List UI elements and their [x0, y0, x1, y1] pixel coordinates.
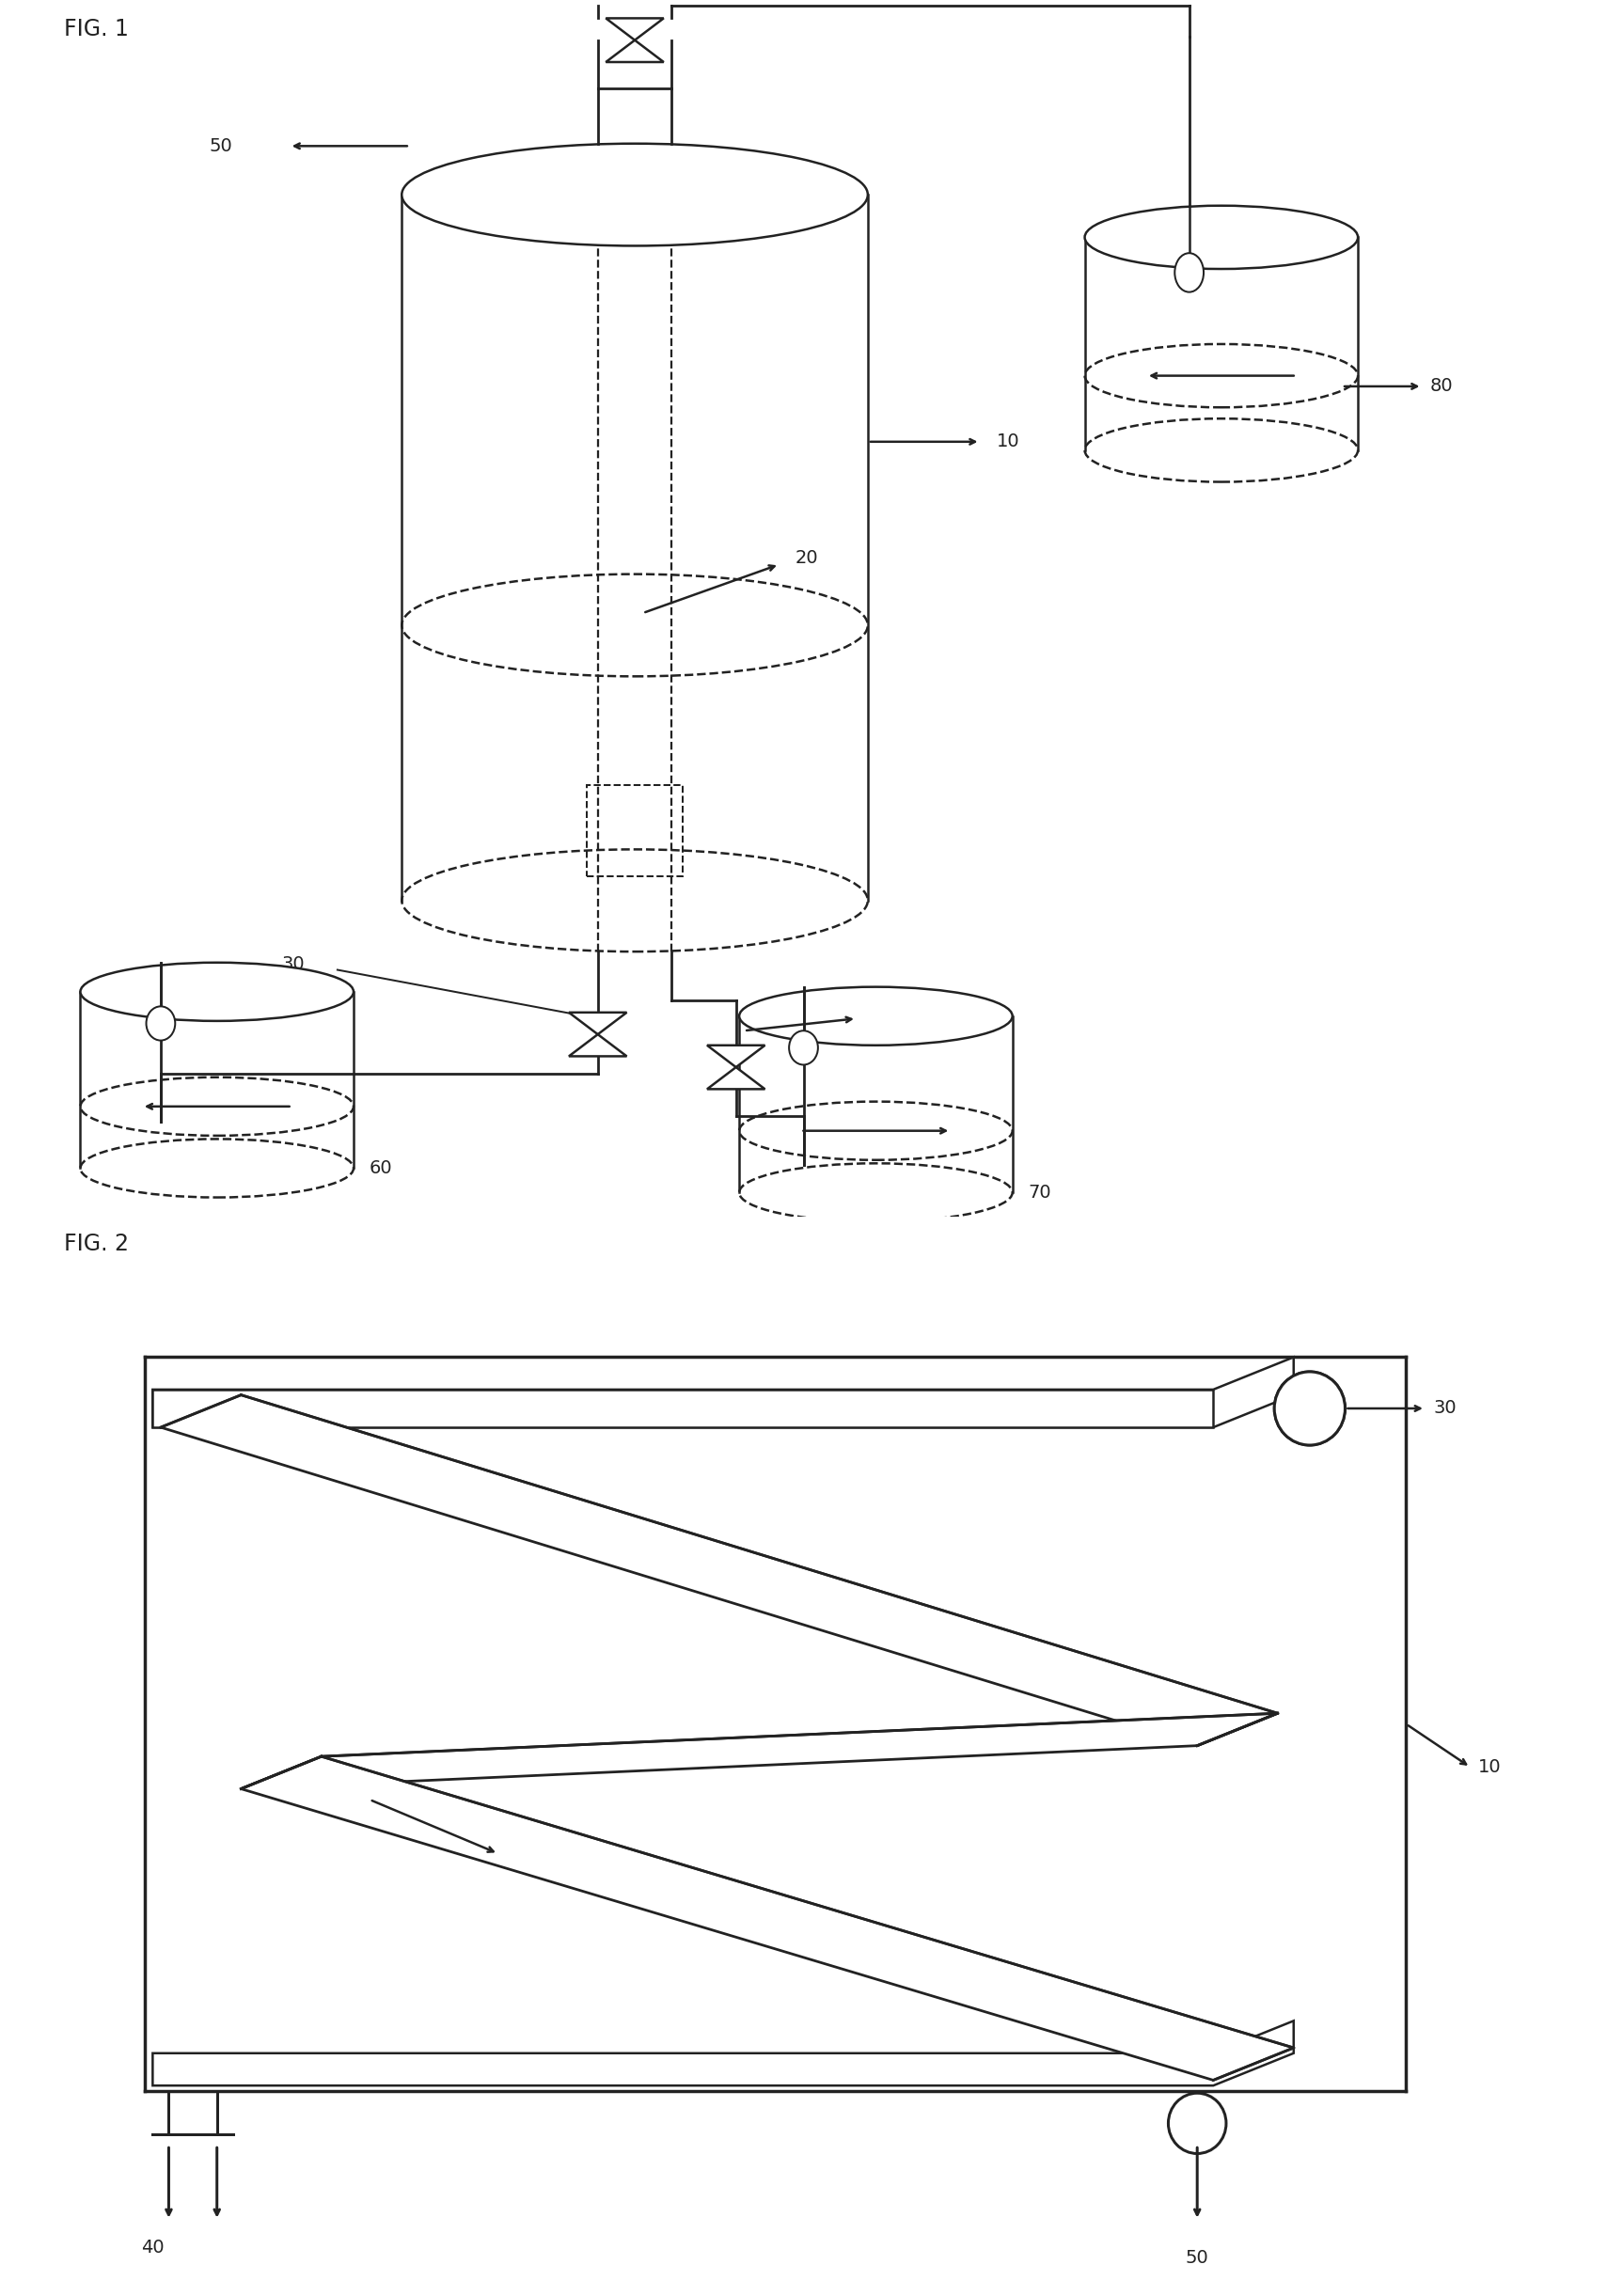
Polygon shape [707, 1068, 765, 1088]
Ellipse shape [146, 1006, 175, 1040]
Text: 20: 20 [514, 1851, 537, 1869]
Bar [587, 785, 683, 877]
Polygon shape [153, 1357, 1294, 1428]
Polygon shape [241, 1756, 1294, 2080]
Text: 30: 30 [281, 955, 304, 974]
Text: 10: 10 [1478, 1759, 1501, 1777]
Text: 80: 80 [1430, 377, 1453, 395]
Text: 40: 40 [865, 1003, 887, 1022]
Polygon shape [606, 39, 664, 62]
Text: 70: 70 [1028, 1185, 1051, 1201]
Text: 20: 20 [795, 549, 818, 567]
Polygon shape [569, 1033, 627, 1056]
Ellipse shape [80, 962, 354, 1022]
Ellipse shape [789, 1031, 818, 1065]
Ellipse shape [739, 987, 1012, 1045]
Ellipse shape [1274, 1371, 1345, 1444]
Text: 50: 50 [1186, 2250, 1208, 2266]
Text: 40: 40 [141, 2239, 164, 2257]
Text: 60: 60 [370, 1159, 392, 1178]
Polygon shape [241, 1713, 1278, 1789]
Polygon shape [153, 1389, 1213, 1428]
Ellipse shape [1175, 253, 1204, 292]
Text: 30: 30 [1433, 1401, 1456, 1417]
Text: FIG. 2: FIG. 2 [64, 1233, 129, 1256]
Text: FIG. 1: FIG. 1 [64, 18, 129, 41]
Ellipse shape [1168, 2094, 1226, 2154]
Ellipse shape [402, 145, 868, 246]
Text: 10: 10 [996, 432, 1019, 450]
Polygon shape [161, 1396, 1278, 1745]
Ellipse shape [1274, 1371, 1345, 1444]
Polygon shape [606, 18, 664, 39]
Polygon shape [569, 1013, 627, 1033]
Ellipse shape [1085, 207, 1358, 269]
Polygon shape [153, 2020, 1294, 2085]
Polygon shape [707, 1045, 765, 1068]
Text: 50: 50 [209, 138, 231, 154]
